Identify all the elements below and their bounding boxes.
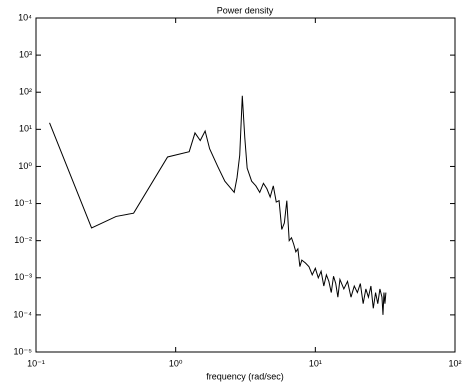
y-tick-label: 10⁻¹ bbox=[14, 198, 32, 208]
y-tick-label: 10⁰ bbox=[18, 161, 32, 171]
x-tick-label: 10² bbox=[448, 358, 461, 368]
x-tick-label: 10¹ bbox=[309, 358, 322, 368]
x-tick-label: 10⁰ bbox=[169, 358, 183, 368]
y-tick-label: 10⁻³ bbox=[14, 272, 32, 282]
y-tick-label: 10⁻⁵ bbox=[14, 346, 33, 356]
x-tick-label: 10⁻¹ bbox=[27, 358, 45, 368]
y-tick-label: 10¹ bbox=[19, 124, 32, 134]
y-tick-label: 10⁴ bbox=[18, 12, 32, 22]
plot-frame bbox=[35, 17, 456, 353]
data-line bbox=[49, 95, 387, 315]
y-tick-label: 10⁻⁴ bbox=[13, 309, 32, 319]
y-tick-label: 10³ bbox=[19, 49, 32, 59]
chart-title: Power density bbox=[217, 5, 274, 15]
y-tick-label: 10⁻² bbox=[14, 235, 32, 245]
y-tick-label: 10² bbox=[19, 87, 32, 97]
x-axis-label: frequency (rad/sec) bbox=[206, 371, 284, 381]
